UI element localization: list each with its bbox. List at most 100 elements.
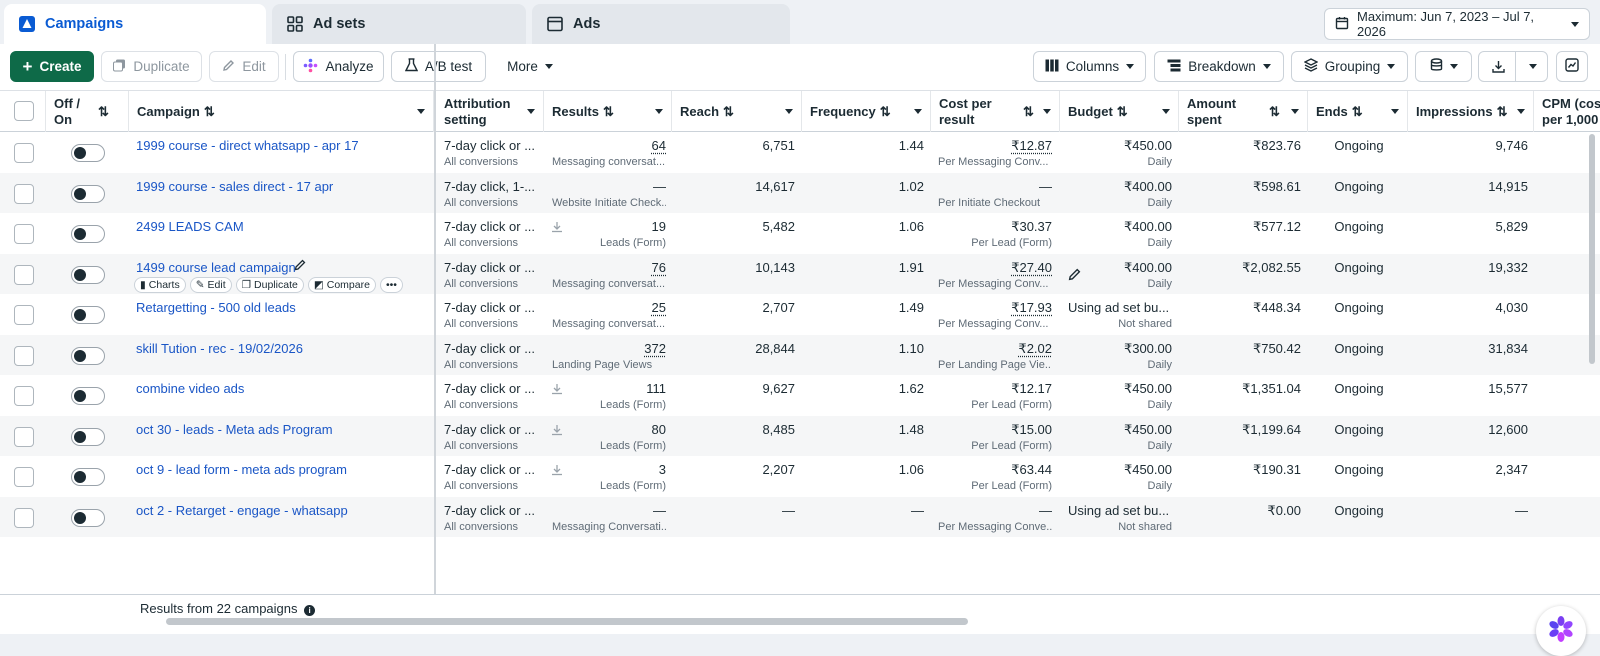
charts-action[interactable]: ▮ Charts [134, 276, 186, 293]
edit-button[interactable]: Edit [209, 51, 279, 82]
duplicate-button[interactable]: Duplicate [101, 51, 202, 82]
campaign-name-link[interactable]: oct 2 - Retarget - engage - whatsapp [136, 502, 348, 518]
analyze-button[interactable]: Analyze [293, 51, 384, 82]
grouping-button[interactable]: Grouping [1291, 51, 1408, 82]
header-reach[interactable]: Reach ⇅ [672, 91, 802, 132]
row-checkbox[interactable] [14, 345, 34, 366]
table-row[interactable]: 1999 course - sales direct - 17 apr 7-day… [0, 172, 1600, 213]
columns-button[interactable]: Columns [1033, 51, 1146, 82]
campaign-toggle[interactable] [71, 184, 105, 203]
table-row[interactable]: 2499 LEADS CAM 7-day click or ... All conv… [0, 213, 1600, 254]
view-charts-button[interactable] [1556, 51, 1588, 82]
chevron-down-icon[interactable] [1043, 109, 1051, 114]
results-value[interactable]: 372 [644, 340, 666, 356]
results-value[interactable]: 25 [651, 300, 666, 315]
header-attribution[interactable]: Attribution setting [436, 91, 544, 132]
more-button[interactable]: More [497, 51, 563, 82]
breakdown-button[interactable]: Breakdown [1154, 51, 1284, 82]
table-row[interactable]: Retargetting - 500 old leads 7-day click … [0, 294, 1600, 335]
campaign-name-link[interactable]: 1499 course lead campaign [136, 259, 296, 275]
campaign-toggle[interactable] [71, 387, 105, 405]
header-campaign[interactable]: Campaign ⇅ [129, 91, 434, 132]
chevron-down-icon[interactable] [1528, 64, 1537, 69]
campaign-name-link[interactable]: Retargetting - 500 old leads [136, 300, 296, 315]
tab-campaigns[interactable]: Campaigns [4, 4, 266, 44]
download-icon[interactable] [551, 221, 563, 233]
campaign-toggle[interactable] [71, 508, 105, 527]
row-checkbox[interactable] [14, 264, 34, 285]
edit-action[interactable]: ✎ Edit [189, 276, 232, 293]
cost-per-result-value[interactable]: ₹12.87 [1011, 138, 1052, 153]
campaign-toggle[interactable] [71, 265, 105, 284]
table-row[interactable]: 1999 course - direct whatsapp - apr 17 7-… [0, 132, 1600, 173]
campaign-name-link[interactable]: 1999 course - sales direct - 17 apr [136, 178, 334, 194]
chevron-down-icon[interactable] [527, 109, 535, 114]
header-ends[interactable]: Ends ⇅ [1308, 91, 1408, 132]
chevron-down-icon[interactable] [1291, 109, 1299, 114]
header-cost-per-result[interactable]: Cost per result ⇅ [931, 91, 1060, 132]
campaign-name-link[interactable]: combine video ads [136, 381, 245, 396]
table-row[interactable]: skill Tution - rec - 19/02/2026 7-day cli… [0, 334, 1600, 375]
ab-test-button[interactable]: A/B test [391, 51, 486, 82]
date-range-picker[interactable]: Maximum: Jun 7, 2023 – Jul 7, 2026 [1324, 8, 1590, 40]
download-icon[interactable] [551, 464, 563, 476]
select-all-checkbox[interactable] [14, 101, 34, 121]
table-row[interactable]: combine video ads 7-day click or ... All c… [0, 375, 1600, 416]
row-checkbox[interactable] [14, 305, 34, 325]
header-cpm[interactable]: CPM (cost per 1,000 [1534, 91, 1600, 132]
campaign-toggle[interactable] [71, 427, 105, 446]
row-checkbox[interactable] [14, 386, 34, 406]
campaign-name-link[interactable]: skill Tution - rec - 19/02/2026 [136, 340, 303, 356]
row-checkbox[interactable] [14, 507, 34, 528]
pencil-icon[interactable] [294, 259, 306, 274]
results-value[interactable]: 64 [651, 138, 666, 153]
header-amount-spent[interactable]: Amount spent ⇅ [1179, 91, 1308, 132]
table-row[interactable]: oct 2 - Retarget - engage - whatsapp 7-da… [0, 496, 1600, 537]
row-checkbox[interactable] [14, 467, 34, 487]
chevron-down-icon[interactable] [655, 109, 663, 114]
table-row[interactable]: 1499 course lead campaign ▮ Charts ✎ Edit ❐ Du… [0, 253, 1600, 294]
duplicate-action[interactable]: ❐ Duplicate [235, 276, 304, 293]
compare-action[interactable]: ◩ Compare [307, 276, 376, 293]
cost-per-result-value[interactable]: ₹17.93 [1011, 300, 1052, 315]
header-off-on[interactable]: Off / On ⇅ [46, 91, 129, 132]
row-checkbox[interactable] [14, 143, 34, 163]
table-row[interactable]: oct 9 - lead form - meta ads program 7-da… [0, 456, 1600, 497]
chevron-down-icon[interactable] [1162, 109, 1170, 114]
header-results[interactable]: Results ⇅ [544, 91, 672, 132]
cost-per-result-value[interactable]: ₹2.02 [1018, 340, 1052, 356]
campaign-toggle[interactable] [71, 225, 105, 243]
create-button[interactable]: + Create [10, 51, 94, 82]
campaign-name-link[interactable]: oct 9 - lead form - meta ads program [136, 462, 347, 477]
vertical-scrollbar[interactable] [1589, 134, 1595, 364]
header-budget[interactable]: Budget ⇅ [1060, 91, 1179, 132]
row-checkbox[interactable] [14, 224, 34, 244]
chevron-down-icon[interactable] [417, 109, 425, 114]
campaign-toggle[interactable] [71, 468, 105, 486]
campaign-toggle[interactable] [71, 346, 105, 365]
chevron-down-icon[interactable] [914, 109, 922, 114]
tab-ad-sets[interactable]: Ad sets [272, 4, 526, 44]
download-icon[interactable] [1482, 52, 1516, 81]
header-impressions[interactable]: Impressions ⇅ [1408, 91, 1534, 132]
cost-per-result-value[interactable]: ₹27.40 [1011, 259, 1052, 275]
campaign-toggle[interactable] [71, 144, 105, 162]
chevron-down-icon[interactable] [1391, 109, 1399, 114]
chevron-down-icon[interactable] [785, 109, 793, 114]
ai-assistant-button[interactable] [1536, 606, 1586, 656]
tab-ads[interactable]: Ads [532, 4, 790, 44]
campaign-name-link[interactable]: 1999 course - direct whatsapp - apr 17 [136, 138, 359, 153]
campaign-name-link[interactable]: 2499 LEADS CAM [136, 219, 244, 234]
download-icon[interactable] [551, 383, 563, 395]
more-actions[interactable]: ••• [379, 276, 403, 293]
horizontal-scrollbar[interactable] [166, 618, 968, 625]
row-checkbox[interactable] [14, 183, 34, 204]
campaign-name-link[interactable]: oct 30 - leads - Meta ads Program [136, 421, 333, 437]
chevron-down-icon[interactable] [1517, 109, 1525, 114]
results-value[interactable]: 76 [651, 259, 666, 275]
pencil-icon[interactable] [1068, 268, 1081, 284]
table-row[interactable]: oct 30 - leads - Meta ads Program 7-day c… [0, 415, 1600, 456]
info-icon[interactable]: i [304, 605, 316, 616]
reports-dropdown-button[interactable] [1415, 51, 1472, 82]
campaign-toggle[interactable] [71, 306, 105, 324]
